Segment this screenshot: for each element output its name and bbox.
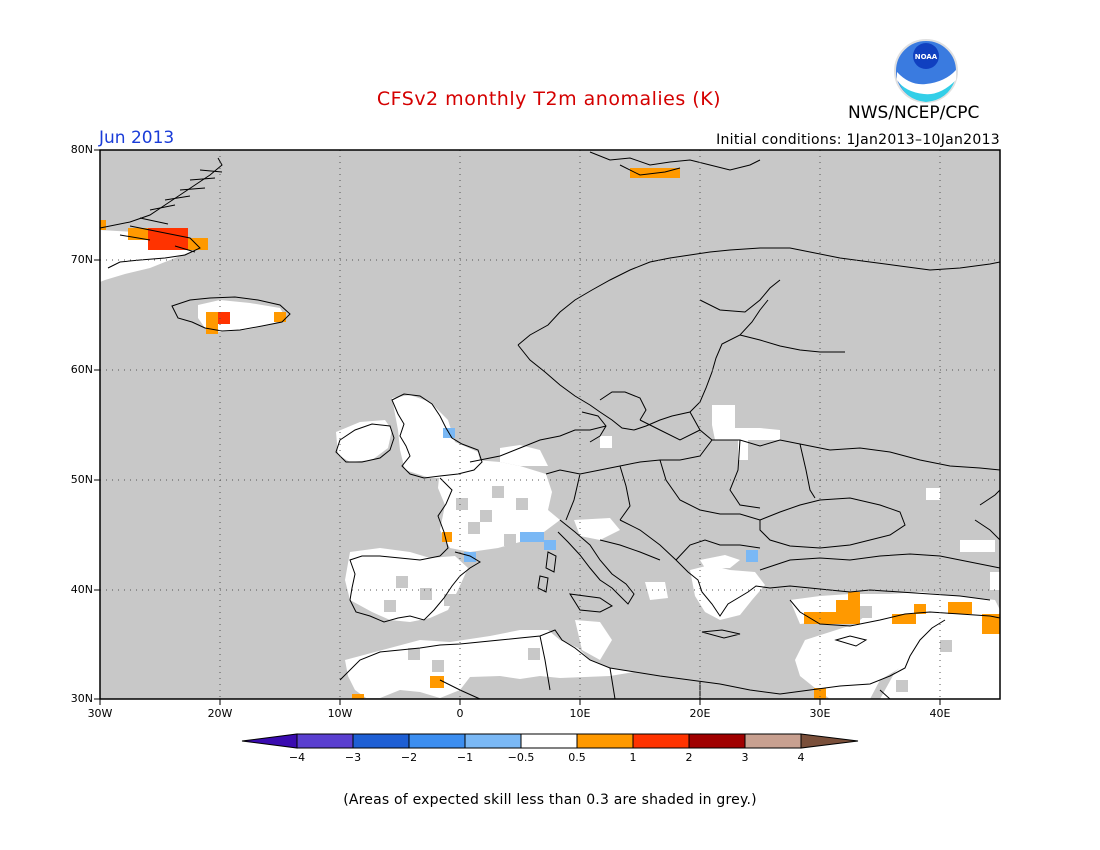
lat-label: 70N — [70, 253, 93, 266]
lon-label: 30E — [809, 707, 831, 720]
lon-label: 20W — [207, 707, 233, 720]
colorbar — [241, 733, 859, 749]
agency-label: NWS/NCEP/CPC — [848, 103, 980, 123]
noaa-logo-icon — [894, 39, 958, 103]
initial-conditions: Initial conditions: 1Jan2013–10Jan2013 — [716, 132, 1000, 148]
colorbar-label: −4 — [288, 751, 306, 764]
lon-label: 10E — [569, 707, 591, 720]
colorbar-label: −3 — [344, 751, 362, 764]
lat-label: 60N — [70, 363, 93, 376]
lon-label: 30W — [87, 707, 113, 720]
lon-label: 20E — [689, 707, 711, 720]
lat-label: 40N — [70, 583, 93, 596]
lon-label: 40E — [929, 707, 951, 720]
colorbar-label: −2 — [400, 751, 418, 764]
forecast-month: Jun 2013 — [99, 128, 175, 148]
colorbar-label: 2 — [685, 751, 693, 764]
mask-speckles — [384, 486, 952, 692]
colorbar-high-arrow — [800, 733, 859, 749]
noaa-logo-text: NOAA — [914, 53, 938, 61]
lat-label: 80N — [70, 143, 93, 156]
axis-ticks — [94, 149, 941, 705]
lon-label: 0 — [456, 707, 464, 720]
colorbar-label: 3 — [741, 751, 749, 764]
map-frame — [99, 149, 1001, 700]
colorbar-label: −0.5 — [507, 751, 535, 764]
colorbar-label: 1 — [629, 751, 637, 764]
lon-label: 10W — [327, 707, 353, 720]
colorbar-low-arrow — [241, 733, 298, 749]
graticule — [100, 150, 1000, 699]
colorbar-label: 0.5 — [568, 751, 586, 764]
colorbar-label: −1 — [456, 751, 474, 764]
lat-label: 30N — [70, 692, 93, 705]
skill-footnote: (Areas of expected skill less than 0.3 a… — [343, 792, 757, 808]
title-text: CFSv2 monthly T2m anomalies (K) — [376, 88, 722, 110]
colorbar-label: 4 — [797, 751, 805, 764]
lat-label: 50N — [70, 473, 93, 486]
figure-title: CFSv2 monthly T2m anomalies (K) — [0, 88, 1100, 110]
